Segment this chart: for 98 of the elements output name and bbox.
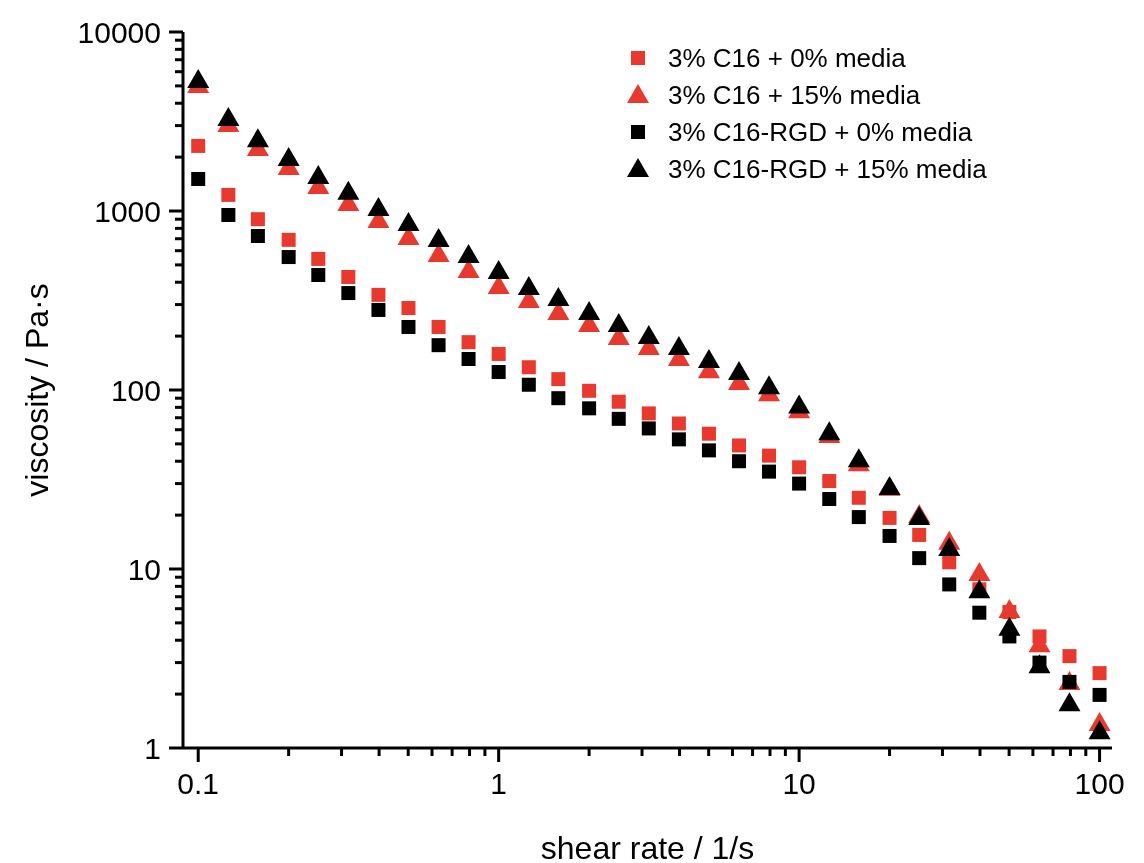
x-tick-label: 10	[782, 767, 816, 800]
point	[491, 365, 506, 380]
point	[912, 551, 927, 566]
point	[582, 383, 597, 398]
point	[1088, 720, 1111, 740]
point	[701, 426, 716, 441]
point	[401, 319, 416, 334]
point	[187, 68, 210, 88]
point	[882, 510, 897, 525]
point	[551, 372, 566, 387]
point	[367, 196, 390, 216]
point	[221, 187, 236, 202]
point	[728, 361, 751, 381]
point	[431, 319, 446, 334]
point	[792, 476, 807, 491]
point	[246, 128, 269, 148]
point	[521, 360, 536, 375]
point	[762, 448, 777, 463]
point	[998, 599, 1021, 619]
point	[250, 212, 265, 227]
point	[641, 421, 656, 436]
point	[491, 346, 506, 361]
point	[521, 377, 536, 392]
point	[611, 411, 626, 426]
point	[1058, 692, 1081, 712]
legend-label: 3% C16 + 0% media	[668, 43, 907, 74]
point	[551, 391, 566, 406]
y-tick-label: 1000	[94, 194, 161, 228]
point	[277, 146, 300, 166]
point	[938, 537, 961, 557]
x-tick-label: 0.1	[177, 767, 220, 800]
point	[431, 338, 446, 353]
x-axis-title: shear rate / 1/s	[540, 830, 755, 863]
x-tick-label: 1	[490, 767, 507, 800]
point	[788, 394, 811, 414]
point	[191, 138, 206, 153]
point	[311, 251, 326, 266]
point	[457, 243, 480, 263]
point	[307, 164, 330, 184]
point	[487, 260, 510, 280]
point	[281, 250, 296, 265]
point	[851, 510, 866, 525]
point	[517, 276, 540, 296]
point	[822, 474, 837, 489]
y-tick-label: 10000	[77, 15, 161, 49]
point	[667, 335, 690, 355]
point	[641, 406, 656, 421]
y-tick-label: 100	[110, 373, 161, 407]
point	[341, 286, 356, 301]
point	[882, 528, 897, 543]
x-tick-label: 100	[1074, 767, 1125, 800]
point	[461, 335, 476, 350]
point	[281, 232, 296, 247]
point	[851, 490, 866, 505]
legend-label: 3% C16 + 15% media	[668, 80, 921, 111]
point	[758, 375, 781, 395]
point	[461, 352, 476, 366]
point	[972, 605, 987, 620]
point	[341, 269, 356, 284]
point	[578, 300, 601, 320]
point	[427, 227, 450, 247]
point	[1092, 666, 1107, 681]
point	[732, 438, 747, 453]
point	[1092, 687, 1107, 702]
point	[968, 561, 991, 581]
point	[337, 180, 360, 200]
y-tick-label: 10	[127, 552, 161, 586]
point	[671, 416, 686, 431]
point	[311, 268, 326, 282]
legend-label: 3% C16-RGD + 15% media	[668, 154, 988, 185]
point	[732, 454, 747, 469]
y-tick-label: 1	[144, 731, 161, 765]
point	[762, 464, 777, 479]
point	[401, 301, 416, 316]
point	[582, 401, 597, 416]
y-axis-title: viscosity / Pa·s	[19, 283, 55, 497]
point	[607, 312, 630, 332]
point	[697, 349, 720, 369]
point	[912, 527, 927, 542]
point	[671, 432, 686, 447]
point	[221, 207, 236, 222]
point	[822, 492, 837, 507]
point	[998, 616, 1021, 636]
point	[547, 286, 570, 306]
point	[250, 229, 265, 243]
point	[371, 287, 386, 302]
point	[1062, 649, 1077, 664]
legend-label: 3% C16-RGD + 0% media	[668, 117, 973, 148]
point	[942, 577, 957, 592]
point	[792, 460, 807, 475]
point	[611, 394, 626, 409]
point	[701, 443, 716, 458]
point	[191, 171, 206, 186]
point	[371, 302, 386, 317]
point	[397, 212, 420, 231]
point	[217, 106, 240, 126]
point	[637, 325, 660, 345]
point	[942, 555, 957, 570]
